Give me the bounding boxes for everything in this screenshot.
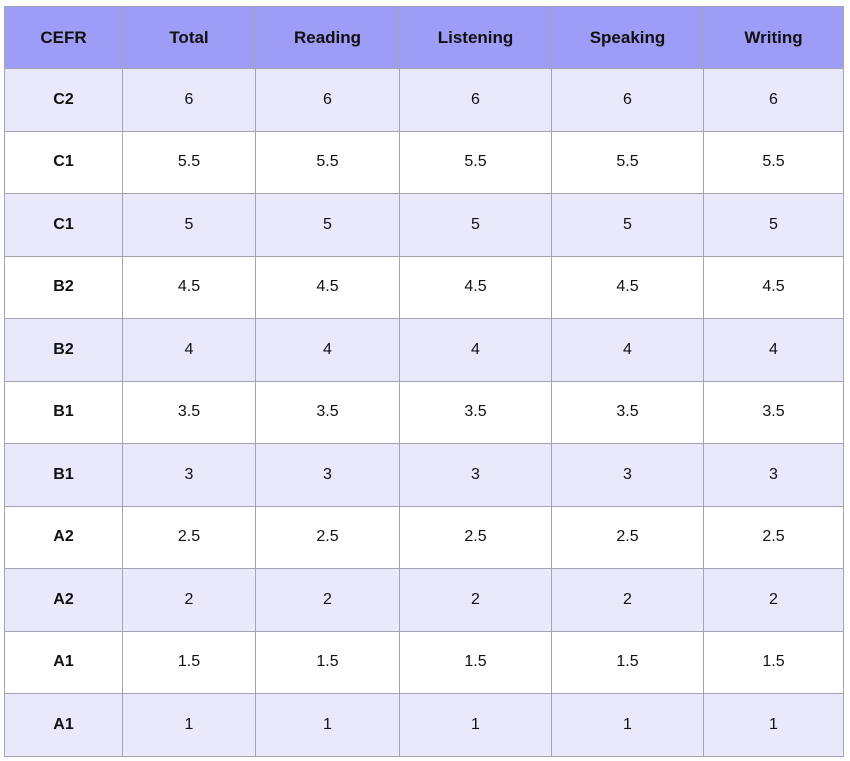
table-row: A2 2 2 2 2 2 [4,568,844,632]
header-row: CEFR Total Reading Listening Speaking Writing [4,6,844,69]
header-cell: Listening [399,6,552,69]
score-cell: 4.5 [255,255,400,319]
score-cell: 5.5 [551,130,704,194]
level-cell: C1 [4,193,123,257]
score-table: CEFR Total Reading Listening Speaking Writing… [4,6,844,757]
score-cell: 5.5 [703,130,844,194]
score-cell: 4.5 [122,255,256,319]
score-cell: 3 [551,443,704,507]
table-row: C1 5.5 5.5 5.5 5.5 5.5 [4,130,844,194]
table-row: B2 4.5 4.5 4.5 4.5 4.5 [4,255,844,319]
score-cell: 1 [703,693,844,757]
score-cell: 2 [551,568,704,632]
score-cell: 4 [255,318,400,382]
table-row: A2 2.5 2.5 2.5 2.5 2.5 [4,505,844,569]
score-cell: 2 [255,568,400,632]
level-cell: A1 [4,630,123,694]
table-body: C2 6 6 6 6 6 C1 5.5 5.5 5.5 5.5 5.5 C1 5 5 5 5 5 B2 4.5 4.5 4… [4,68,844,757]
score-cell: 6 [399,68,552,132]
table-row: B2 4 4 4 4 4 [4,318,844,382]
score-cell: 1 [399,693,552,757]
score-cell: 4.5 [551,255,704,319]
score-cell: 5 [122,193,256,257]
score-cell: 6 [255,68,400,132]
table-row: B1 3 3 3 3 3 [4,443,844,507]
score-cell: 3 [399,443,552,507]
score-cell: 4 [703,318,844,382]
level-cell: B2 [4,318,123,382]
score-cell: 3 [703,443,844,507]
score-cell: 5 [703,193,844,257]
header-cell: Writing [703,6,844,69]
score-cell: 3 [122,443,256,507]
header-cell: Reading [255,6,400,69]
score-cell: 5.5 [255,130,400,194]
score-cell: 6 [122,68,256,132]
score-cell: 3.5 [255,380,400,444]
level-cell: B1 [4,380,123,444]
score-cell: 1.5 [255,630,400,694]
score-cell: 3.5 [703,380,844,444]
table-row: A1 1 1 1 1 1 [4,693,844,757]
score-cell: 2.5 [255,505,400,569]
score-cell: 1 [255,693,400,757]
score-cell: 2.5 [551,505,704,569]
level-cell: C1 [4,130,123,194]
level-cell: A2 [4,505,123,569]
score-cell: 1.5 [122,630,256,694]
score-cell: 2 [703,568,844,632]
table-row: B1 3.5 3.5 3.5 3.5 3.5 [4,380,844,444]
score-cell: 6 [551,68,704,132]
table-row: C2 6 6 6 6 6 [4,68,844,132]
score-cell: 5.5 [122,130,256,194]
score-cell: 4.5 [399,255,552,319]
score-cell: 1 [122,693,256,757]
level-cell: A1 [4,693,123,757]
score-cell: 2.5 [703,505,844,569]
table-row: C1 5 5 5 5 5 [4,193,844,257]
score-cell: 3 [255,443,400,507]
score-cell: 1 [551,693,704,757]
level-cell: A2 [4,568,123,632]
score-cell: 3.5 [122,380,256,444]
score-cell: 2.5 [122,505,256,569]
score-cell: 3.5 [551,380,704,444]
score-cell: 1.5 [703,630,844,694]
score-cell: 4 [122,318,256,382]
level-cell: C2 [4,68,123,132]
score-cell: 4 [551,318,704,382]
header-cell: CEFR [4,6,123,69]
score-cell: 2 [399,568,552,632]
score-cell: 1.5 [551,630,704,694]
score-cell: 5.5 [399,130,552,194]
level-cell: B2 [4,255,123,319]
score-cell: 3.5 [399,380,552,444]
score-cell: 4.5 [703,255,844,319]
table-row: A1 1.5 1.5 1.5 1.5 1.5 [4,630,844,694]
header-cell: Speaking [551,6,704,69]
score-cell: 2 [122,568,256,632]
header-cell: Total [122,6,256,69]
score-cell: 5 [399,193,552,257]
score-cell: 5 [255,193,400,257]
score-cell: 4 [399,318,552,382]
table-header: CEFR Total Reading Listening Speaking Writing [4,6,844,69]
score-cell: 1.5 [399,630,552,694]
score-cell: 2.5 [399,505,552,569]
score-cell: 6 [703,68,844,132]
score-cell: 5 [551,193,704,257]
level-cell: B1 [4,443,123,507]
